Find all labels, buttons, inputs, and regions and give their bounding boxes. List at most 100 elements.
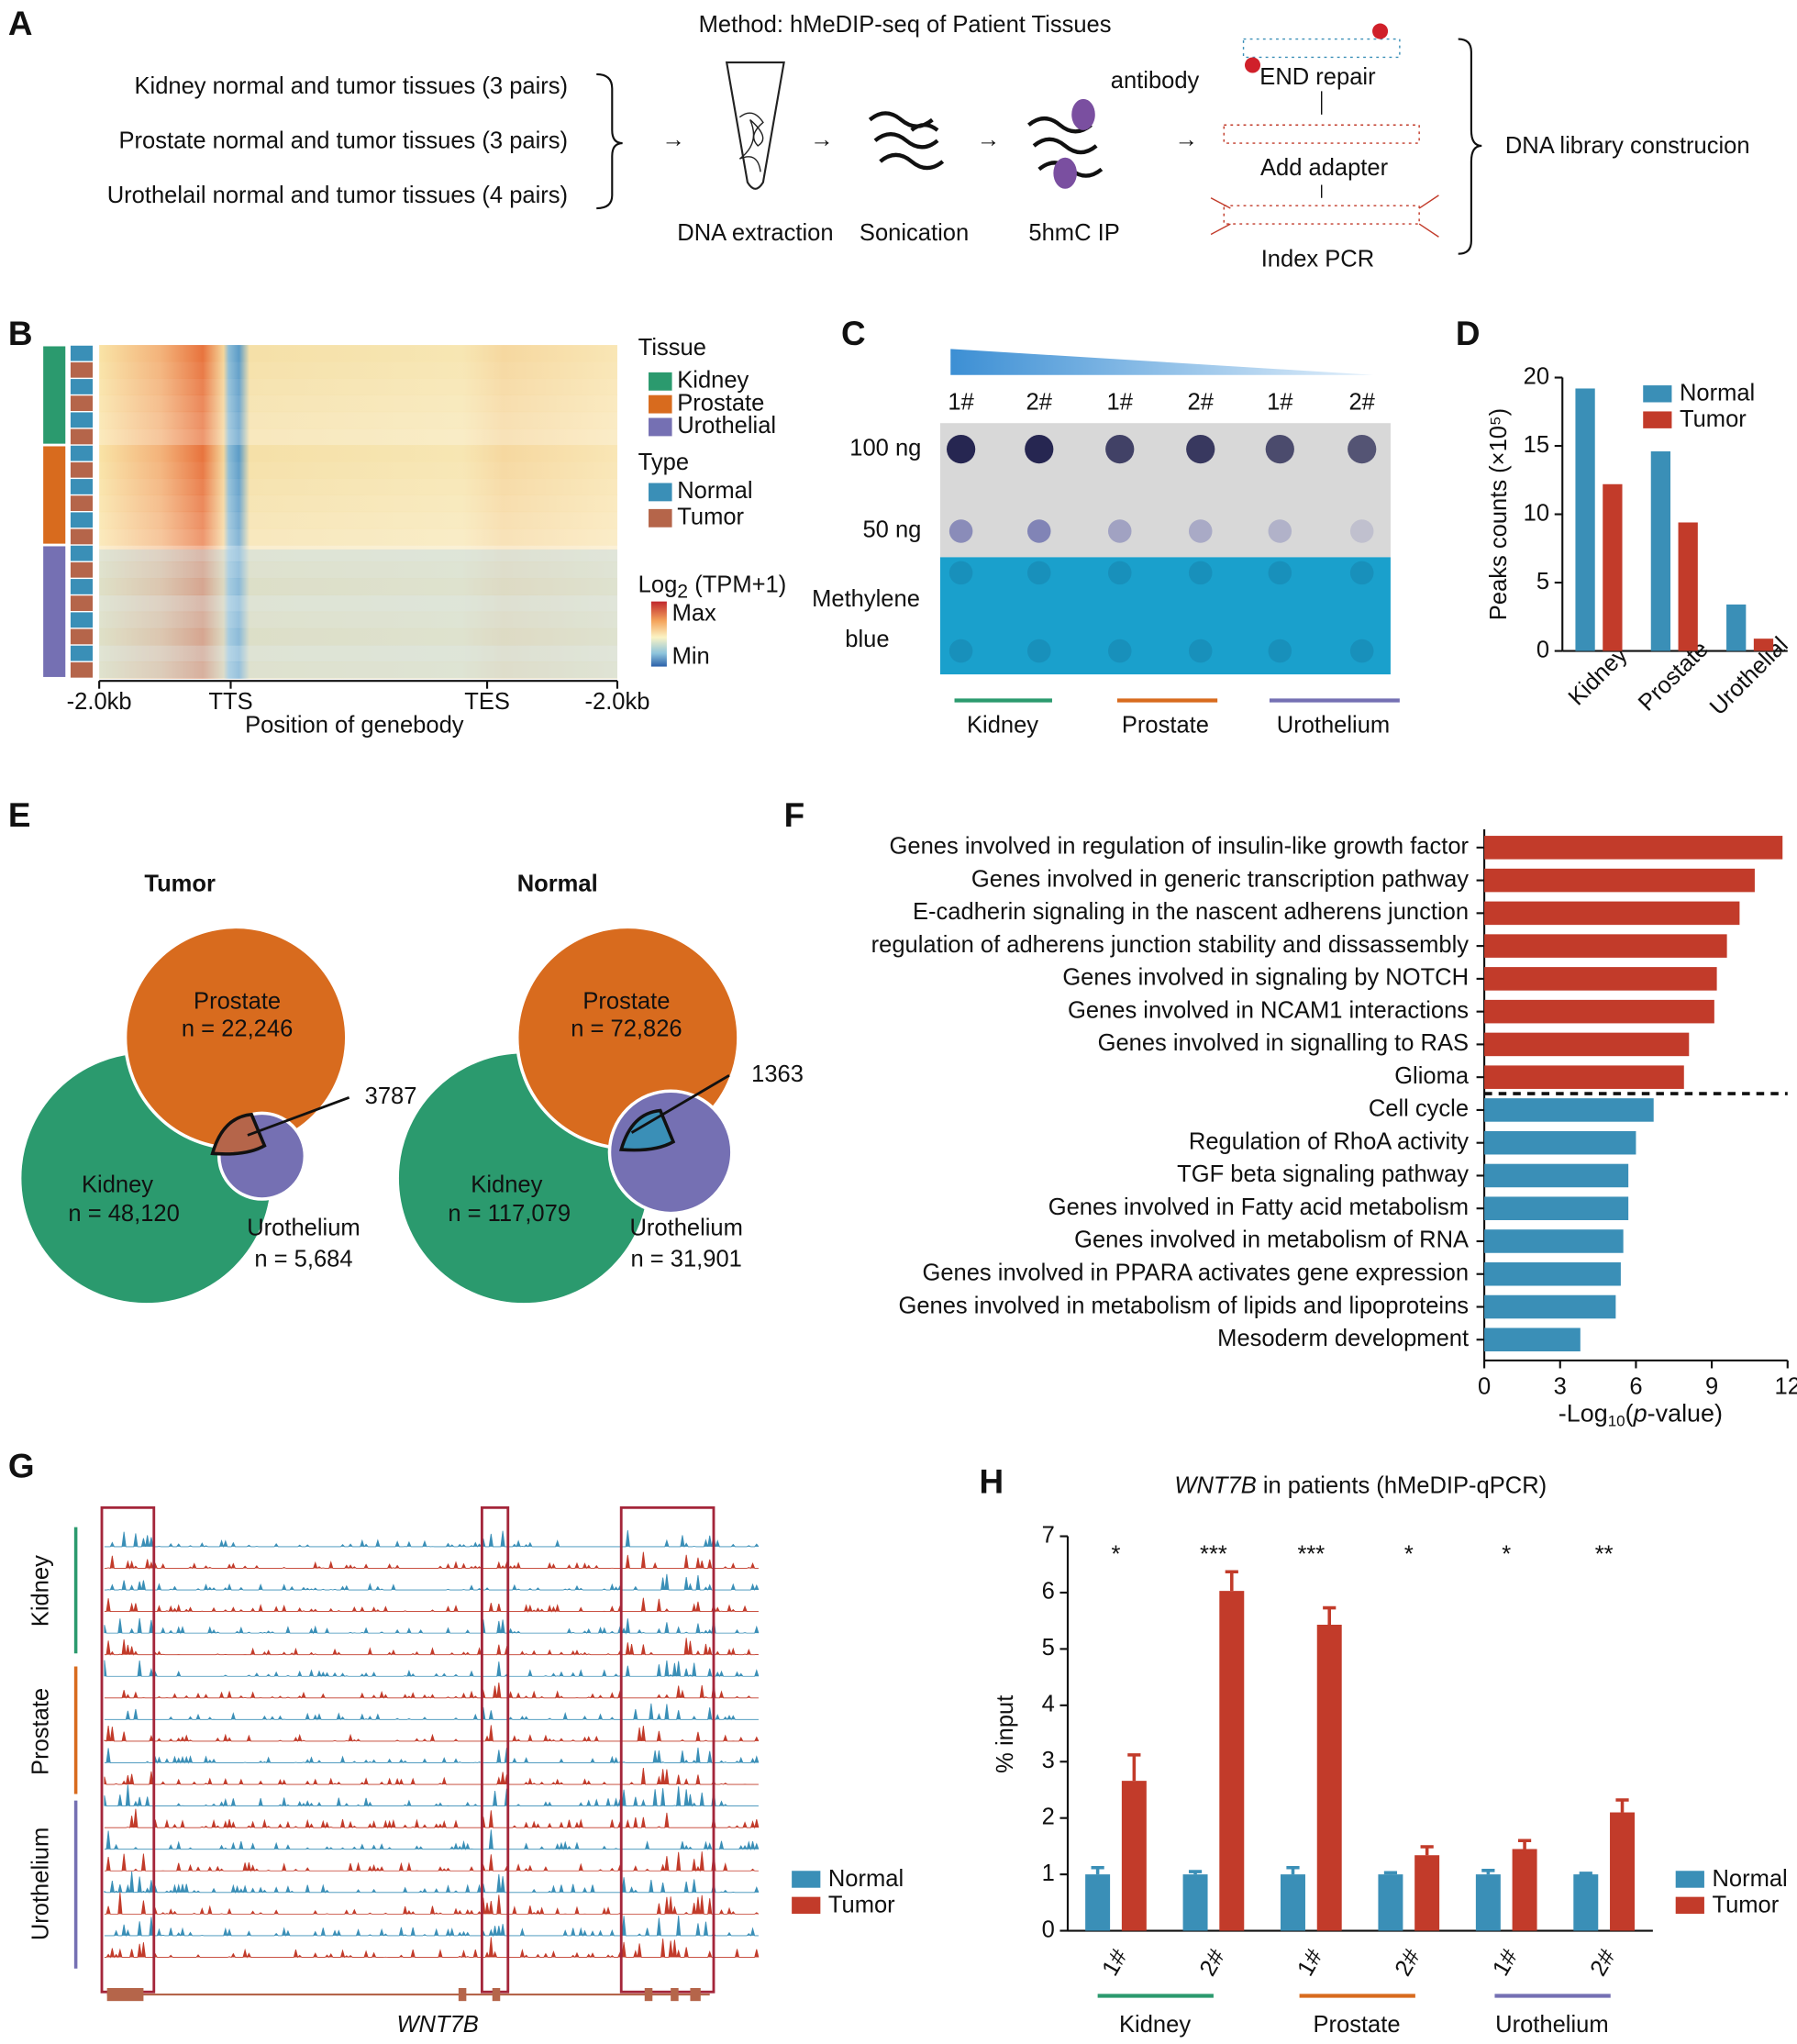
fragments-icon: [868, 111, 945, 171]
error-bar: [1383, 1871, 1398, 1875]
heatmap-row: [99, 345, 617, 362]
type-cell: [70, 412, 94, 428]
legend-swatch: [1675, 1896, 1704, 1915]
bar: [1316, 1624, 1342, 1931]
category-label: Glioma: [1394, 1063, 1470, 1089]
bar: [1378, 1874, 1403, 1931]
error-bar: [1615, 1798, 1629, 1813]
bar: [1575, 388, 1595, 651]
y-tick-label: 0: [1042, 1916, 1055, 1942]
y-tick-label: 7: [1042, 1522, 1055, 1548]
venn-overlap: [618, 1108, 676, 1152]
tube-icon: [725, 61, 785, 190]
set-count: n = 31,901: [630, 1246, 741, 1272]
lane-label: 2#: [1188, 390, 1215, 416]
heatmap-row: [99, 361, 617, 379]
significance: *: [1502, 1542, 1511, 1568]
dna-icon: [738, 112, 764, 172]
heatmap-row: [99, 645, 617, 662]
type-cell: [70, 379, 94, 394]
bracket: [596, 72, 623, 210]
set-label: Prostate: [194, 988, 281, 1014]
track: [104, 1871, 760, 1894]
x-tick-label: 6: [1629, 1374, 1642, 1400]
color-scale: [650, 601, 667, 667]
exon: [644, 1987, 653, 2002]
type-cell: [70, 512, 94, 528]
stain-dot: [1026, 639, 1051, 663]
chart-title: WNT7B in patients (hMeDIP-qPCR): [1174, 1472, 1547, 1498]
legend-label: Prostate: [677, 390, 764, 416]
bar: [1484, 1196, 1629, 1220]
type-cell: [70, 528, 94, 545]
error-bar: [1481, 1869, 1495, 1875]
track: [104, 1529, 760, 1549]
blot-dot: [1026, 519, 1051, 543]
type-cell: [70, 628, 94, 645]
x-tick-label: 1#: [1488, 1944, 1524, 1980]
panel-label: C: [841, 315, 866, 352]
bar: [1484, 999, 1714, 1024]
stain-dot: [1107, 561, 1132, 585]
category-label: Genes involved in PPARA activates gene e…: [922, 1260, 1469, 1285]
x-tick-label: Prostate: [1634, 637, 1714, 717]
x-tick-label: 1#: [1292, 1944, 1328, 1980]
scale-title-part: Log: [638, 572, 678, 597]
bar: [1484, 1163, 1629, 1188]
x-tick-label: 1#: [1097, 1944, 1133, 1980]
type-cell: [70, 645, 94, 661]
set-count: n = 117,079: [448, 1201, 571, 1227]
group-label: Kidney: [967, 713, 1038, 739]
blot-dot: [1268, 519, 1292, 543]
heatmap-row: [99, 511, 617, 529]
bar: [1414, 1855, 1440, 1931]
legend-label: Normal: [677, 478, 752, 504]
chart-title-part: in patients (hMeDIP-qPCR): [1257, 1472, 1547, 1498]
exon: [458, 1987, 467, 2002]
x-tick-label: 2#: [1195, 1944, 1231, 1980]
heatmap-row: [99, 528, 617, 546]
panel-label: B: [8, 315, 33, 352]
sample-label: Urothelail normal and tumor tissues (4 p…: [107, 183, 568, 208]
legend-title: Tissue: [638, 335, 706, 361]
y-tick-label: 4: [1042, 1692, 1055, 1717]
bar: [1512, 1849, 1537, 1931]
stain-dot: [1188, 561, 1213, 585]
arrow: →: [810, 127, 834, 152]
x-axis-title-part: p: [1633, 1400, 1647, 1427]
legend-swatch: [649, 417, 672, 437]
blot-dot: [1265, 434, 1294, 464]
x-axis-title-part: -value): [1647, 1400, 1723, 1427]
bracket: [1458, 38, 1482, 255]
method-title: Method: hMeDIP-seq of Patient Tissues: [699, 12, 1112, 38]
venn-title: Normal: [517, 872, 598, 897]
highlight-box: [100, 1505, 156, 1994]
legend-swatch: [649, 394, 672, 414]
track: [104, 1829, 760, 1851]
blot-dot: [1348, 434, 1377, 464]
legend-swatch: [1643, 411, 1672, 428]
bar: [1484, 1032, 1690, 1057]
antibody-label: antibody: [1111, 68, 1200, 94]
heatmap-row: [99, 628, 617, 646]
exon: [492, 1987, 501, 2002]
error-bar: [1517, 1838, 1532, 1850]
type-cell: [70, 395, 94, 412]
x-tick-label: 2#: [1585, 1944, 1621, 1980]
heatmap-row: [99, 445, 617, 462]
track: [104, 1573, 760, 1592]
track: [104, 1638, 760, 1656]
y-tick-label: 5: [1536, 569, 1549, 594]
highlight-box: [619, 1505, 715, 1994]
x-axis-title-part: 10: [1608, 1412, 1625, 1429]
heatmap-row: [99, 394, 617, 413]
lane-label: 2#: [1348, 390, 1375, 416]
legend-label: Normal: [1680, 381, 1755, 406]
x-tick-label: 12: [1775, 1374, 1797, 1400]
track: [104, 1597, 759, 1613]
legend-swatch: [1675, 1871, 1704, 1888]
result-label: DNA library construcion: [1505, 133, 1750, 159]
venn-overlap: [210, 1112, 267, 1156]
panel-label: E: [8, 796, 31, 834]
